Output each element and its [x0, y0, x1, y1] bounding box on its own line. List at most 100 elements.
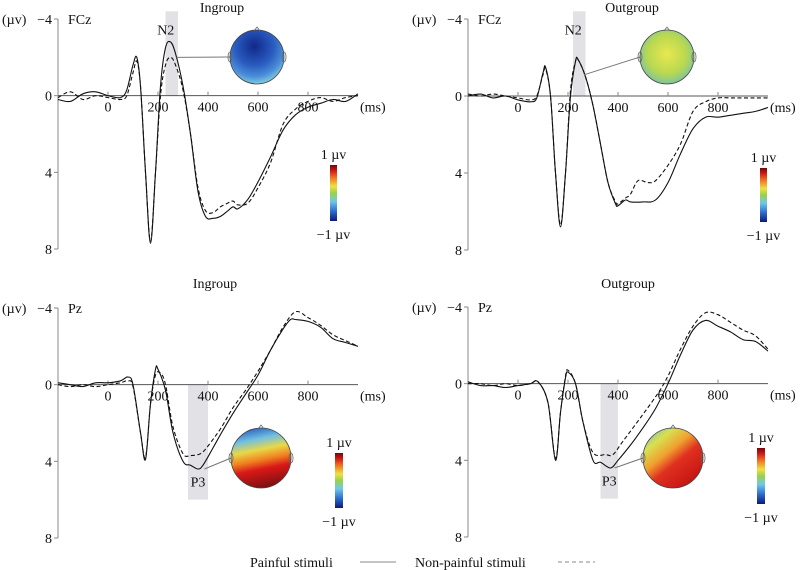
x-tick-label: 800: [708, 101, 729, 116]
colorbar: [330, 165, 337, 221]
legend: Painful stimuli Non-painful stimuli: [250, 556, 595, 570]
series-line-painful: [57, 40, 359, 244]
component-label: P3: [602, 474, 617, 489]
component-window: [188, 384, 208, 500]
electrode-label: FCz: [68, 13, 91, 28]
topomap-ear-right: [281, 51, 287, 63]
erp-panel-fcz-outgroup: Outgroup (µv) FCz −4 0 4 8 0 200 400 600 800 (ms) N2 1…: [412, 1, 796, 259]
topomap-nose: [669, 424, 677, 430]
topomap-head: [230, 427, 292, 489]
erp-panel-pz-outgroup: Outgroup (µv) Pz −4 0 4 8 0 200 400 600 800 (ms) P3 1 …: [412, 277, 796, 546]
y-axis-unit-label: (µv): [412, 13, 437, 28]
topomap-ear-left: [640, 452, 646, 464]
colorbar: [760, 168, 767, 222]
x-tick-label: 800: [298, 101, 319, 116]
component-label: P3: [191, 475, 206, 490]
topomap-ear-left: [228, 452, 234, 464]
x-axis-unit-label: (ms): [360, 101, 386, 116]
y-tick-label: −4: [37, 302, 52, 317]
x-tick-label: 0: [105, 101, 112, 116]
x-axis-unit-label: (ms): [770, 101, 796, 116]
topomap-ear-right: [700, 452, 706, 464]
x-tick-label: 0: [105, 390, 112, 405]
colorbar-max-label: 1 µv: [751, 151, 777, 166]
y-tick-label: −4: [447, 13, 462, 28]
series-line-painful: [467, 56, 769, 228]
y-tick-label: −4: [447, 301, 462, 316]
series-line-non-painful: [57, 56, 359, 242]
colorbar: [757, 448, 765, 504]
y-tick-label: 8: [455, 244, 462, 259]
colorbar-min-label: −1 µv: [317, 228, 350, 243]
y-tick-label: 8: [45, 243, 52, 258]
x-tick-label: 400: [608, 101, 629, 116]
x-tick-label: 200: [558, 101, 579, 116]
component-label: N2: [565, 23, 582, 38]
x-tick-label: 200: [148, 101, 169, 116]
y-tick-label: 8: [455, 531, 462, 546]
colorbar-min-label: −1 µv: [322, 515, 355, 530]
leader-line: [614, 457, 644, 469]
x-tick-label: 600: [248, 101, 269, 116]
y-tick-label: −4: [37, 13, 52, 28]
component-window: [600, 383, 618, 499]
y-axis-unit-label: (µv): [412, 301, 437, 316]
x-tick-label: 200: [148, 390, 169, 405]
leader-line: [583, 56, 641, 76]
colorbar-max-label: 1 µv: [326, 436, 352, 451]
panel-title: Ingroup: [200, 1, 244, 16]
x-tick-label: 0: [515, 389, 522, 404]
y-tick-label: 4: [455, 454, 462, 469]
topomap-nose: [253, 26, 261, 32]
x-tick-label: 400: [198, 390, 219, 405]
x-axis-unit-label: (ms): [770, 389, 796, 404]
x-tick-label: 400: [198, 101, 219, 116]
x-tick-label: 400: [608, 389, 629, 404]
component-label: N2: [157, 23, 174, 38]
component-window: [165, 11, 178, 96]
legend-nonpainful-label: Non-painful stimuli: [415, 556, 526, 570]
erp-panel-pz-ingroup: Ingroup (µv) Pz −4 0 4 8 0 200 400 600 800 (ms) P3 1 µ…: [2, 277, 386, 547]
x-tick-label: 600: [248, 390, 269, 405]
erp-panel-fcz-ingroup: Ingroup (µv) FCz −4 0 4 8 0 200 400 600 800 (ms) N2 1 …: [2, 1, 386, 258]
y-tick-label: 0: [455, 90, 462, 105]
topomap-ear-right: [691, 51, 697, 63]
x-tick-label: 200: [558, 389, 579, 404]
colorbar-max-label: 1 µv: [748, 431, 774, 446]
topomap-head: [639, 29, 695, 85]
y-tick-label: 0: [45, 90, 52, 105]
panel-title: Ingroup: [193, 277, 237, 292]
colorbar-max-label: 1 µv: [321, 148, 347, 163]
topomap-ear-left: [227, 51, 233, 63]
y-tick-label: 4: [455, 167, 462, 182]
electrode-label: Pz: [478, 301, 492, 316]
topomap-nose: [663, 26, 671, 32]
panel-title: Outgroup: [605, 1, 659, 16]
y-tick-label: 4: [45, 166, 52, 181]
topomap-nose: [257, 424, 265, 430]
panel-title: Outgroup: [601, 277, 655, 292]
electrode-label: FCz: [478, 13, 501, 28]
topomap-ear-right: [288, 452, 294, 464]
y-tick-label: 0: [45, 379, 52, 394]
topomap-ear-left: [637, 51, 643, 63]
leader-line: [204, 457, 232, 470]
topomap-head: [642, 427, 704, 489]
colorbar-min-label: −1 µv: [744, 511, 777, 526]
colorbar-min-label: −1 µv: [747, 229, 780, 244]
y-axis-unit-label: (µv): [2, 13, 27, 28]
x-tick-label: 600: [658, 389, 679, 404]
x-axis-unit-label: (ms): [360, 390, 386, 405]
y-axis-unit-label: (µv): [2, 302, 27, 317]
colorbar: [335, 453, 343, 508]
series-line-painful: [57, 318, 359, 470]
electrode-label: Pz: [68, 302, 82, 317]
legend-painful-label: Painful stimuli: [250, 556, 333, 570]
series-line-non-painful: [467, 311, 769, 459]
series-line-non-painful: [57, 310, 359, 459]
series-line-non-painful: [467, 56, 768, 226]
x-tick-label: 800: [298, 390, 319, 405]
y-tick-label: 4: [45, 455, 52, 470]
component-window: [573, 11, 586, 96]
